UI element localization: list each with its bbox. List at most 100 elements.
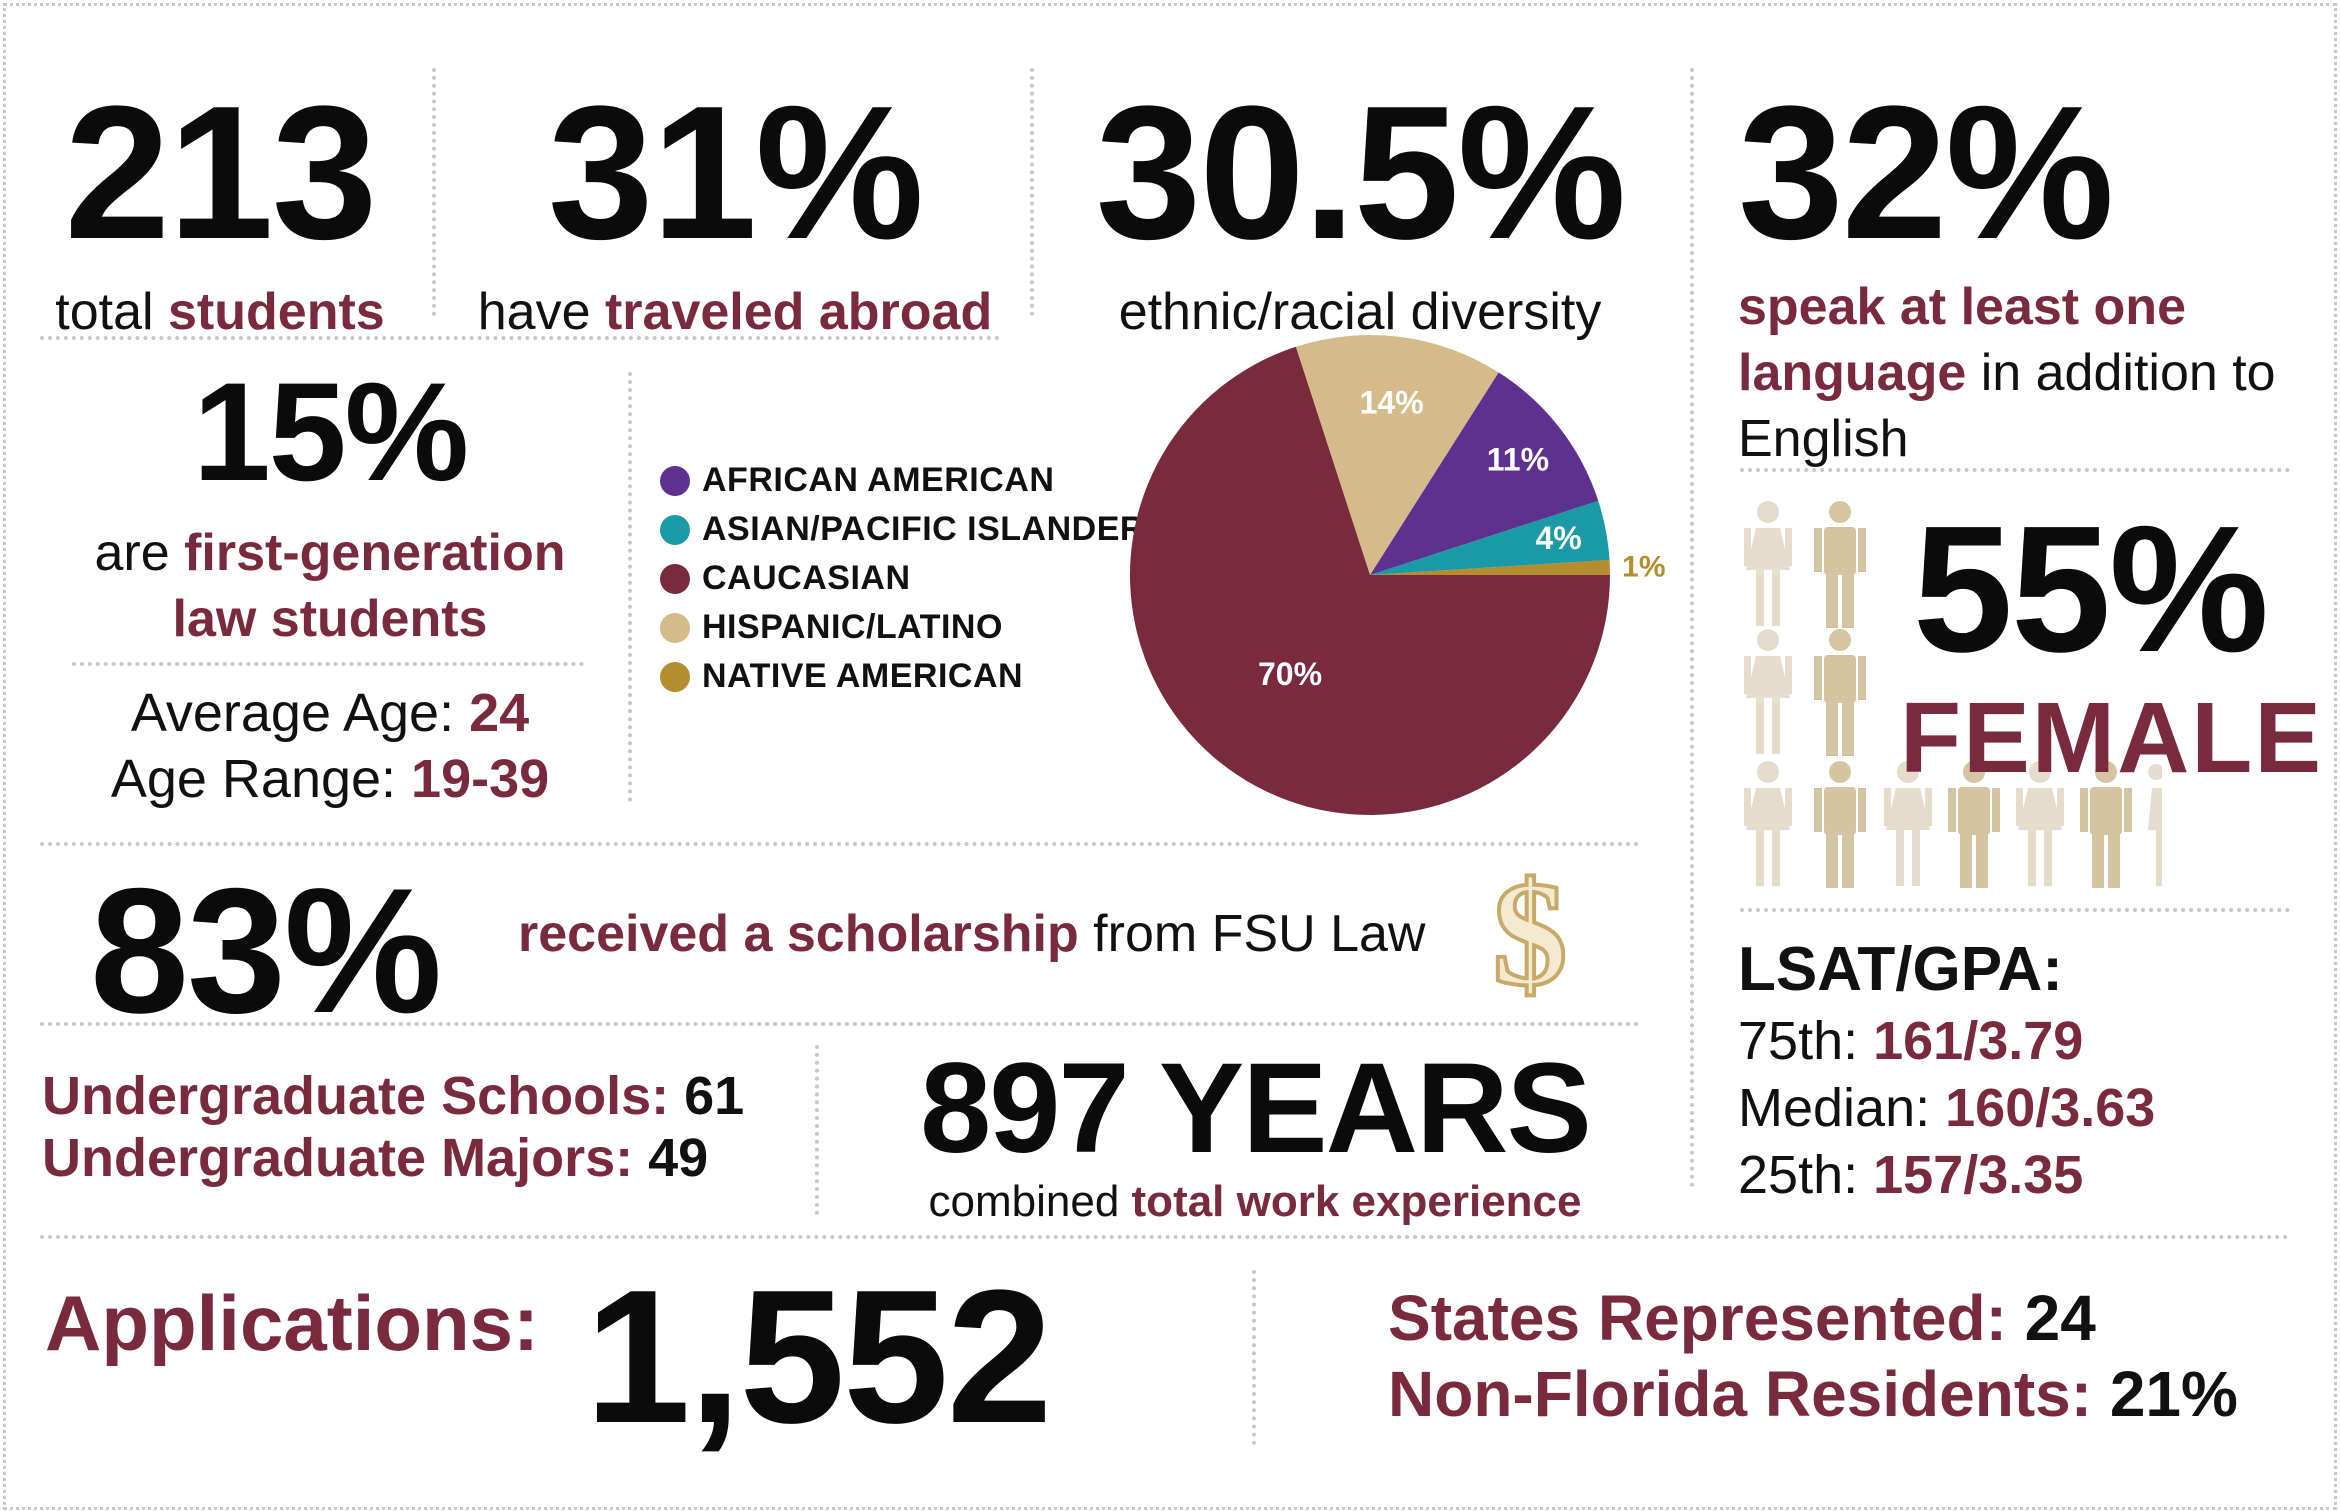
divider	[1740, 908, 2290, 912]
work-caption: combined total work experience	[830, 1177, 1680, 1227]
states-block: States Represented: 24 Non-Florida Resid…	[1388, 1280, 2238, 1432]
age-block: Average Age: 24 Age Range: 19-39	[40, 680, 620, 812]
undergrad-value: 61	[684, 1066, 745, 1126]
students-value: 213	[64, 67, 377, 279]
caption-text: have	[477, 283, 605, 341]
male-person-icon	[1948, 761, 2000, 888]
divider	[40, 1235, 2290, 1239]
legend-swatch	[660, 661, 690, 692]
firstgen-value: 15%	[192, 353, 469, 510]
divider	[40, 1022, 1640, 1026]
average-age: Average Age: 24	[40, 680, 620, 746]
undergrad-value: 49	[648, 1128, 709, 1188]
applications-label: Applications:	[45, 1279, 540, 1367]
legend-swatch	[660, 514, 690, 545]
applications-value: 1,552	[585, 1251, 1052, 1463]
lsat-25th: 25th: 157/3.35	[1738, 1142, 2155, 1209]
legend-label: AFRICAN AMERICAN	[702, 461, 1055, 499]
abroad-value: 31%	[547, 67, 924, 279]
language-caption: speak at least one language in addition …	[1738, 274, 2298, 472]
male-person-icon	[1814, 761, 1866, 888]
female-value: 55%	[1912, 489, 2269, 690]
diversity-stat: 30.5% ethnic/racial diversity	[1050, 78, 1670, 342]
age-value: 19-39	[411, 749, 550, 809]
caption-text: in addition to English	[1738, 344, 2276, 468]
lsat-value: 160/3.63	[1945, 1078, 2156, 1138]
caption-emphasis: total work experience	[1131, 1177, 1582, 1226]
undergrad-label: Undergraduate Schools:	[42, 1066, 685, 1126]
pie-slice	[1370, 500, 1610, 575]
female-person-icon	[1884, 761, 1932, 886]
male-person-icon	[2080, 761, 2132, 888]
lsat-value: 157/3.35	[1873, 1145, 2084, 1205]
female-person-icon	[1744, 761, 1792, 886]
divider	[1740, 468, 2290, 472]
undergrad-block: Undergraduate Schools: 61 Undergraduate …	[42, 1065, 744, 1189]
legend-label: HISPANIC/LATINO	[702, 608, 1003, 646]
legend-swatch	[660, 465, 690, 496]
age-range: Age Range: 19-39	[40, 746, 620, 812]
language-value: 32%	[1738, 67, 2114, 279]
caption-text: are	[94, 524, 185, 582]
legend-swatch	[660, 612, 690, 643]
caption-emphasis: first-generation law students	[172, 524, 566, 648]
caption-text: combined	[928, 1177, 1132, 1226]
undergrad-label: Undergraduate Majors:	[42, 1128, 649, 1188]
abroad-stat: 31% have traveled abroad	[455, 78, 1015, 342]
gender-pictogram	[1738, 500, 2208, 890]
female-label: FEMALE	[1900, 682, 2324, 794]
caption-emphasis: speak at least one language	[1738, 278, 2186, 402]
pie-legend: AFRICAN AMERICAN ASIAN/PACIFIC ISLANDER CA…	[660, 456, 1145, 701]
divider	[432, 68, 436, 316]
ethnicity-pie-chart: 1% 4% 11% 14% 70%	[1130, 335, 1666, 815]
diversity-value: 30.5%	[1095, 67, 1627, 279]
lsat-label: 25th:	[1738, 1145, 1874, 1205]
firstgen-caption: are first-generation law students	[80, 520, 580, 652]
divider	[1690, 68, 1694, 1188]
age-label: Age Range:	[110, 749, 412, 809]
lsat-label: 75th:	[1738, 1011, 1874, 1071]
age-value: 24	[469, 683, 530, 743]
svg-text:$: $	[1493, 862, 1568, 1002]
undergrad-schools: Undergraduate Schools: 61	[42, 1065, 744, 1127]
legend-item: CAUCASIAN	[660, 554, 1145, 603]
lsat-median: Median: 160/3.63	[1738, 1075, 2155, 1142]
states-value: 21%	[2109, 1358, 2238, 1430]
pie-slice	[1370, 559, 1610, 575]
non-florida-residents: Non-Florida Residents: 21%	[1388, 1356, 2238, 1432]
female-stat: 55% FEMALE	[1900, 489, 2324, 794]
legend-label: ASIAN/PACIFIC ISLANDER	[702, 510, 1145, 548]
pie-data-label: 14%	[1360, 385, 1424, 421]
caption-emphasis: received a scholarship	[518, 905, 1079, 963]
caption-emphasis: students	[168, 283, 385, 341]
divider	[1252, 1270, 1256, 1445]
firstgen-stat: 15% are first-generation law students	[40, 362, 620, 652]
states-label: Non-Florida Residents:	[1388, 1358, 2110, 1430]
work-stat: 897 YEARS combined total work experience	[830, 1045, 1680, 1227]
outer-border	[3, 3, 2337, 1510]
female-person-icon	[2016, 761, 2064, 886]
undergrad-majors: Undergraduate Majors: 49	[42, 1127, 744, 1189]
lsat-title: LSAT/GPA:	[1738, 935, 2063, 1004]
legend-label: CAUCASIAN	[702, 559, 911, 597]
diversity-caption: ethnic/racial diversity	[1118, 283, 1602, 341]
pie-slice	[1295, 335, 1499, 575]
legend-item: HISPANIC/LATINO	[660, 603, 1145, 652]
states-label: States Represented:	[1388, 1282, 2025, 1354]
pie-data-label: 1%	[1622, 550, 1665, 583]
states-value: 24	[2024, 1282, 2096, 1354]
lsat-block: LSAT/GPA: 75th: 161/3.79 Median: 160/3.6…	[1738, 932, 2155, 1209]
lsat-75th: 75th: 161/3.79	[1738, 1008, 2155, 1075]
lsat-label: Median:	[1738, 1078, 1946, 1138]
female-person-icon	[1744, 629, 1792, 754]
pie-slice	[1130, 346, 1610, 815]
lsat-value: 161/3.79	[1873, 1011, 2084, 1071]
work-value: 897 YEARS	[920, 1037, 1592, 1180]
caption-text: total	[55, 283, 169, 341]
divider	[40, 336, 1000, 340]
legend-item: AFRICAN AMERICAN	[660, 456, 1145, 505]
pie-slice	[1370, 372, 1599, 575]
male-person-icon	[1814, 501, 1866, 628]
female-person-icon	[1744, 501, 1792, 626]
